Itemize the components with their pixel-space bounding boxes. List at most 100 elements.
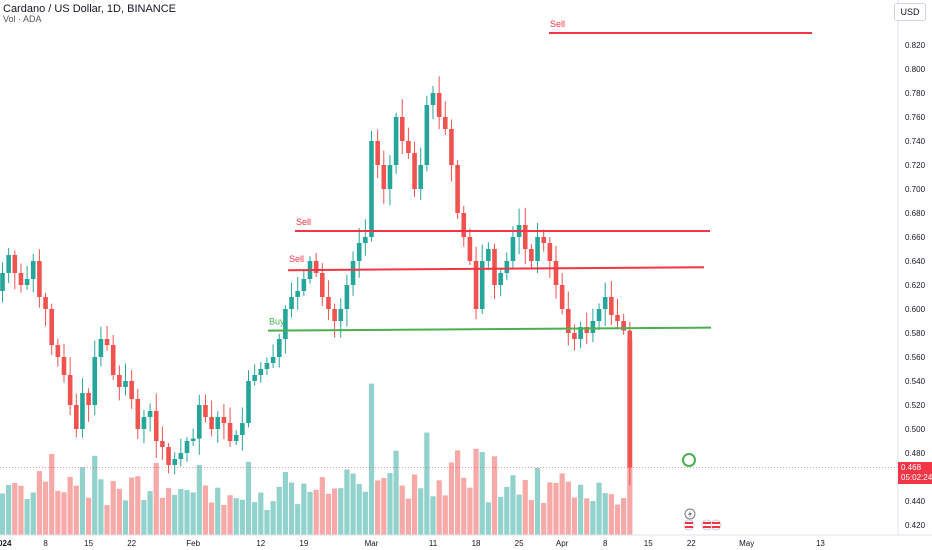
candle-body xyxy=(0,273,5,291)
volume-bar xyxy=(338,488,344,535)
candle-body xyxy=(602,297,608,309)
candle-body xyxy=(209,417,214,429)
candle-body xyxy=(596,309,602,321)
volume-bar xyxy=(172,494,178,535)
price-tick-label: 0.720 xyxy=(905,161,926,170)
candle-body xyxy=(123,381,128,387)
candle-body xyxy=(627,330,633,468)
price-tick-label: 0.420 xyxy=(905,521,926,530)
candle-body xyxy=(375,141,380,165)
volume-bar xyxy=(596,482,602,535)
candle-body xyxy=(135,399,141,429)
candle-body xyxy=(197,405,202,439)
volume-bar xyxy=(528,500,534,535)
candle-body xyxy=(381,165,387,189)
time-tick-label: 12 xyxy=(256,539,265,548)
candle-body xyxy=(92,357,98,405)
volume-bar xyxy=(92,455,98,535)
candle-body xyxy=(406,141,411,153)
buy-line-label: Buy xyxy=(269,317,285,327)
candle-body xyxy=(203,405,208,417)
volume-bar xyxy=(448,462,455,535)
price-tick-label: 0.620 xyxy=(905,281,926,290)
price-tick-label: 0.440 xyxy=(905,497,926,506)
volume-bar xyxy=(430,496,436,535)
candle-body xyxy=(461,213,467,237)
candle-body xyxy=(190,438,196,441)
price-tick-label: 0.700 xyxy=(905,185,926,194)
marker-circle-icon[interactable] xyxy=(682,453,696,467)
price-tick-label: 0.520 xyxy=(905,401,926,410)
price-tick-label: 0.780 xyxy=(905,89,926,98)
volume-bar xyxy=(61,492,67,535)
price-axis: 0.4200.4400.4600.4800.5000.5200.5400.560… xyxy=(905,41,926,530)
volume-bar xyxy=(36,471,42,535)
currency-button[interactable]: USD xyxy=(894,3,926,21)
candle-body xyxy=(363,237,368,243)
candle-body xyxy=(418,165,423,189)
candle-body xyxy=(350,261,356,285)
volume-bar xyxy=(498,496,504,535)
volume-bar xyxy=(516,494,522,535)
volume-bar xyxy=(0,493,6,535)
volume-bar xyxy=(24,499,30,535)
time-tick-label: 11 xyxy=(429,539,438,548)
volume-bar xyxy=(362,491,368,535)
volume-bar xyxy=(442,495,448,535)
volume-bar xyxy=(522,479,528,535)
price-tag: 0.468 05:02:24 xyxy=(898,462,932,485)
volume-bar xyxy=(184,490,190,535)
volume-bar xyxy=(30,492,36,535)
candle-body xyxy=(572,333,577,339)
candle-body xyxy=(55,345,61,357)
volume-bar xyxy=(301,483,307,535)
volume-bar xyxy=(98,479,104,535)
volume-bar xyxy=(73,485,79,535)
volume-bar xyxy=(578,484,584,535)
candle-body xyxy=(492,249,497,285)
event-flag-icon[interactable] xyxy=(701,519,713,531)
volume-bar xyxy=(381,477,387,535)
candle-body xyxy=(49,309,54,345)
candle-body xyxy=(129,381,134,399)
candle-body xyxy=(233,435,239,441)
time-tick-label: May xyxy=(739,539,754,548)
price-tick-label: 0.820 xyxy=(905,41,926,50)
volume-bar xyxy=(405,498,411,535)
volume-bar xyxy=(147,491,153,535)
volume-bar xyxy=(245,461,252,535)
time-tick-label: 15 xyxy=(644,539,653,548)
candle-body xyxy=(276,339,282,357)
volume-bar xyxy=(288,482,295,535)
volume-bar xyxy=(325,493,332,535)
volume-bar xyxy=(6,484,12,535)
candle-body xyxy=(270,357,276,363)
sell-line xyxy=(287,266,705,272)
volume-bar xyxy=(547,482,553,535)
time-tick-label: 15 xyxy=(84,539,93,548)
price-tick-label: 0.740 xyxy=(905,137,926,146)
buy-line xyxy=(267,326,712,332)
volume-bar xyxy=(614,504,621,535)
volume-bar xyxy=(239,499,245,535)
candle-body xyxy=(393,117,399,165)
volume-bar xyxy=(42,481,49,535)
candle-body xyxy=(43,297,48,309)
volume-bar xyxy=(485,502,491,535)
volume-bar xyxy=(387,473,393,535)
volume-bar xyxy=(49,453,55,535)
candle-body xyxy=(504,261,510,273)
candle-body xyxy=(467,237,473,261)
candle-body xyxy=(178,453,184,459)
candle-body xyxy=(30,261,36,279)
candle-body xyxy=(215,417,221,429)
candle-body xyxy=(258,369,264,375)
volume-bar xyxy=(571,497,578,535)
event-flag-icon[interactable] xyxy=(683,519,695,531)
volume-bar xyxy=(504,486,510,535)
candle-body xyxy=(430,93,436,105)
event-flag-icon[interactable] xyxy=(710,519,722,531)
time-tick-label: 19 xyxy=(299,539,308,548)
volume-bar xyxy=(252,502,258,535)
